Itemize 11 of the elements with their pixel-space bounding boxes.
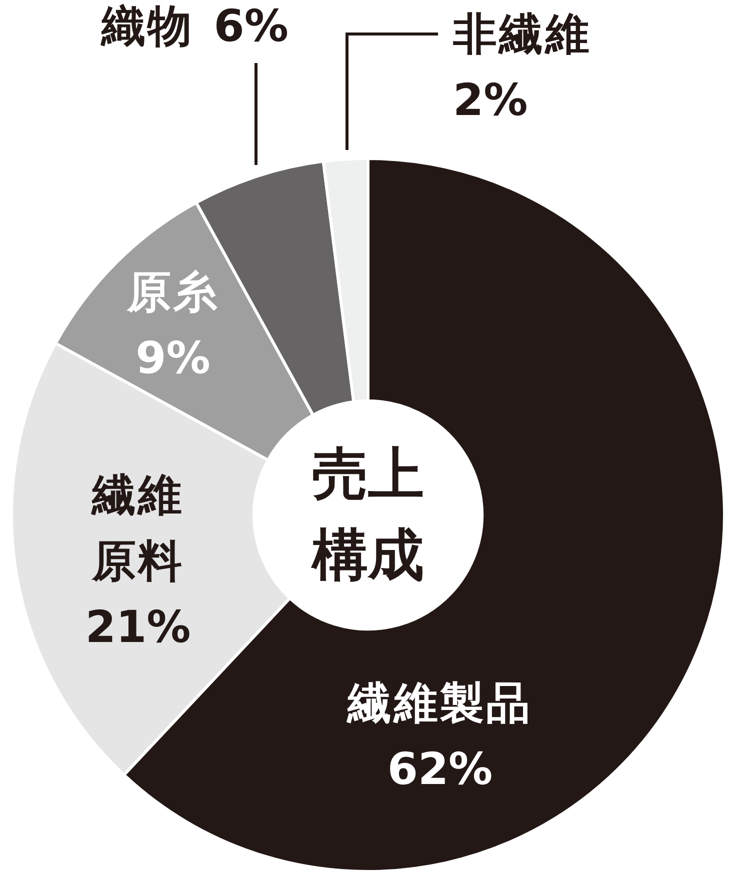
data-label: 6%: [214, 1, 288, 52]
slice-label: 原糸: [126, 267, 220, 318]
slice-label: 繊維製品: [348, 678, 532, 729]
text: 売上構成: [312, 442, 424, 588]
slice-label: 繊維原料: [92, 470, 184, 587]
slice-label: 非繊維: [453, 9, 592, 60]
data-label: 2%: [453, 75, 528, 126]
slice-label: 織物: [102, 1, 194, 52]
data-label: 21%: [85, 602, 191, 653]
data-label: 9%: [136, 333, 210, 384]
data-label: 62%: [387, 744, 493, 795]
